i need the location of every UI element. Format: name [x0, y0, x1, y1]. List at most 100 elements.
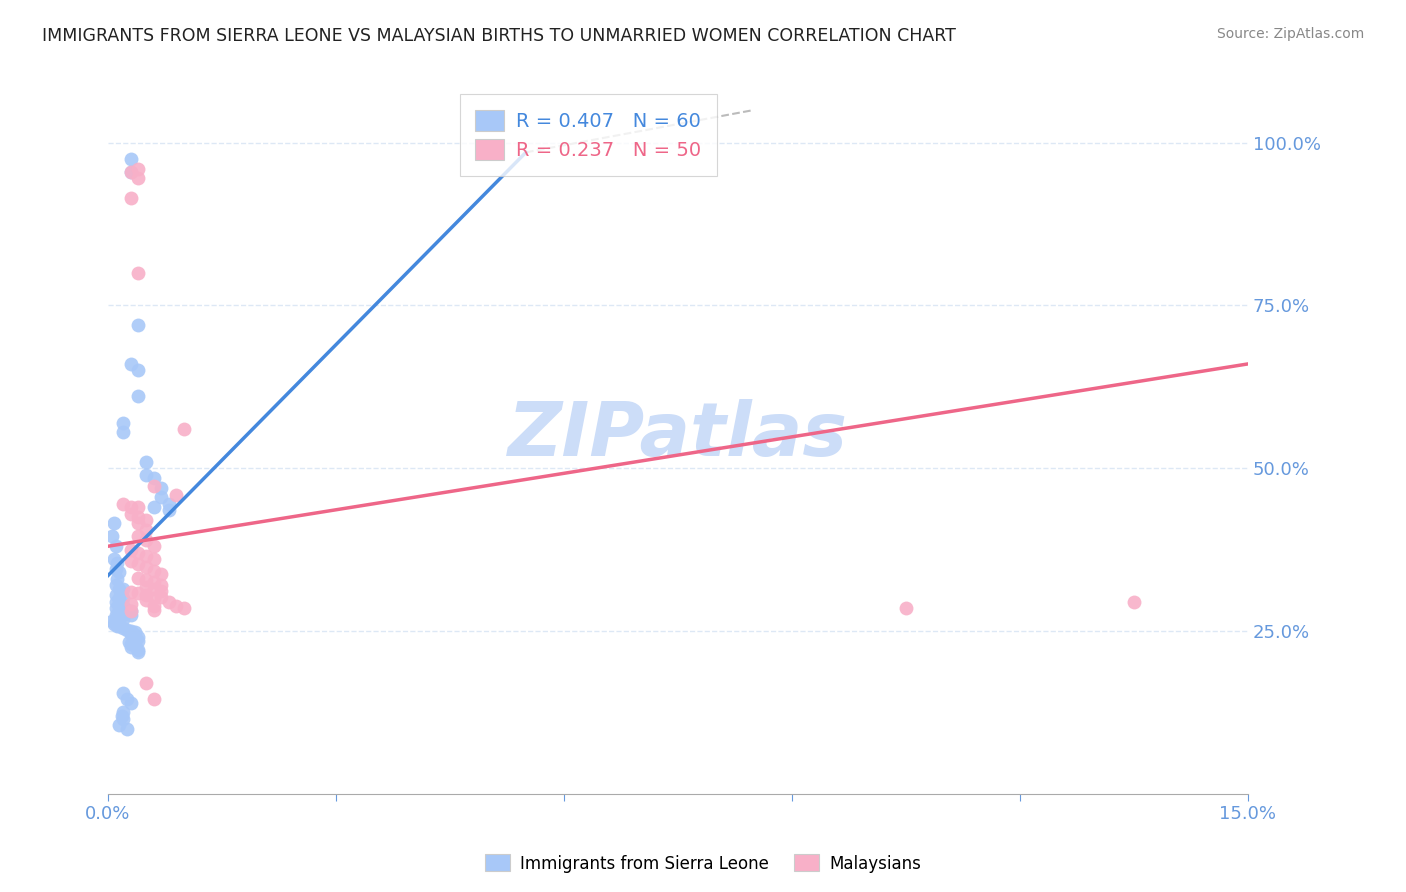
Point: [120, 553, 142, 567]
Point: [101, 614, 124, 628]
Point: [112, 706, 135, 720]
Point: [120, 597, 142, 611]
Point: [108, 582, 131, 596]
Point: [112, 416, 135, 430]
Point: [127, 643, 149, 657]
Point: [120, 584, 142, 599]
Point: [127, 529, 149, 543]
Point: [127, 516, 149, 531]
Point: [108, 594, 131, 608]
Point: [135, 467, 157, 482]
Point: [120, 152, 142, 166]
Point: [108, 718, 131, 732]
Point: [120, 624, 142, 638]
Point: [157, 594, 180, 608]
Point: [135, 676, 157, 690]
Point: [120, 357, 142, 371]
Point: [127, 266, 149, 280]
Point: [112, 621, 135, 635]
Point: [127, 363, 149, 377]
Point: [127, 570, 149, 584]
Point: [104, 615, 127, 630]
Point: [115, 692, 138, 706]
Point: [142, 539, 165, 553]
Point: [142, 500, 165, 515]
Point: [150, 491, 173, 505]
Point: [103, 617, 125, 632]
Point: [135, 592, 157, 607]
Point: [108, 607, 131, 622]
Point: [120, 500, 142, 515]
Point: [112, 607, 135, 622]
Point: [135, 573, 157, 587]
Point: [150, 578, 173, 592]
Point: [120, 604, 142, 618]
Point: [112, 712, 135, 726]
Point: [142, 552, 165, 566]
Point: [112, 612, 135, 626]
Point: [105, 572, 128, 586]
Point: [108, 611, 131, 625]
Point: [1122, 594, 1144, 608]
Point: [142, 479, 165, 493]
Point: [165, 599, 187, 614]
Point: [124, 628, 146, 642]
Point: [108, 566, 131, 580]
Point: [120, 165, 142, 179]
Point: [108, 601, 131, 615]
Point: [105, 556, 128, 570]
Point: [135, 588, 157, 602]
Point: [173, 601, 195, 615]
Point: [120, 640, 142, 655]
Point: [127, 161, 149, 176]
Point: [165, 488, 187, 502]
Point: [115, 722, 138, 736]
Point: [120, 696, 142, 710]
Point: [108, 618, 131, 632]
Point: [103, 516, 125, 531]
Point: [104, 594, 127, 608]
Point: [124, 637, 146, 651]
Point: [135, 560, 157, 574]
Point: [120, 507, 142, 521]
Point: [101, 529, 124, 543]
Point: [115, 604, 138, 618]
Point: [157, 497, 180, 511]
Text: ZIPatlas: ZIPatlas: [508, 399, 848, 472]
Point: [127, 510, 149, 524]
Point: [127, 500, 149, 515]
Point: [127, 546, 149, 560]
Point: [135, 533, 157, 547]
Point: [150, 590, 173, 604]
Point: [135, 580, 157, 594]
Text: Source: ZipAtlas.com: Source: ZipAtlas.com: [1216, 27, 1364, 41]
Point: [142, 599, 165, 614]
Point: [157, 503, 180, 517]
Point: [120, 191, 142, 205]
Point: [135, 454, 157, 468]
Point: [120, 165, 142, 179]
Point: [105, 618, 128, 632]
Point: [142, 692, 165, 706]
Point: [150, 583, 173, 598]
Point: [142, 582, 165, 596]
Point: [104, 562, 127, 576]
Point: [150, 481, 173, 495]
Point: [112, 425, 135, 440]
Point: [104, 539, 127, 553]
Point: [120, 637, 142, 651]
Point: [108, 591, 131, 606]
Point: [111, 708, 134, 723]
Text: IMMIGRANTS FROM SIERRA LEONE VS MALAYSIAN BIRTHS TO UNMARRIED WOMEN CORRELATION : IMMIGRANTS FROM SIERRA LEONE VS MALAYSIA…: [42, 27, 956, 45]
Point: [127, 633, 149, 648]
Point: [120, 607, 142, 622]
Point: [894, 601, 917, 615]
Point: [104, 578, 127, 592]
Point: [142, 471, 165, 485]
Point: [112, 686, 135, 700]
Point: [142, 575, 165, 590]
Point: [112, 591, 135, 606]
Point: [127, 171, 149, 186]
Point: [142, 603, 165, 617]
Point: [112, 582, 135, 596]
